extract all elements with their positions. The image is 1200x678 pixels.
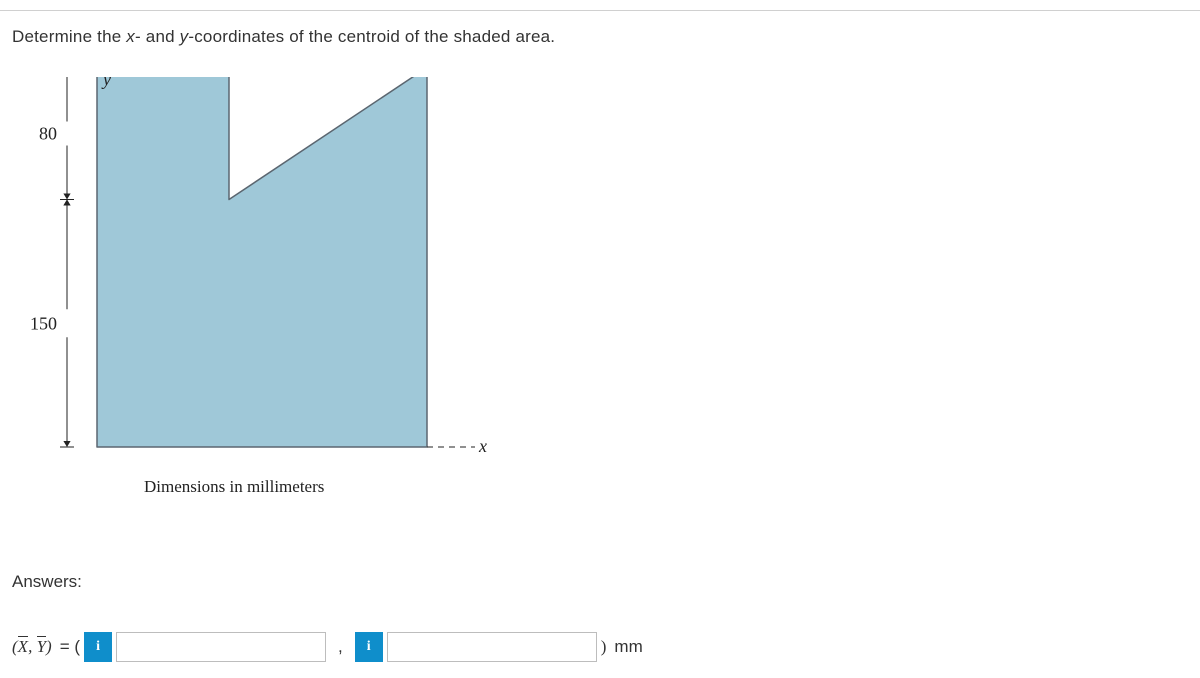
svg-text:80: 80 xyxy=(39,124,57,144)
unit-label: mm xyxy=(614,637,642,657)
separator-comma: , xyxy=(330,637,351,657)
question-text: Determine the x- and y-coordinates of th… xyxy=(12,27,1188,47)
y-coordinate-input[interactable] xyxy=(387,632,597,662)
answer-row: (X, Y) = ( i , i ) mm xyxy=(12,632,1188,662)
svg-text:150: 150 xyxy=(30,313,57,333)
info-icon[interactable]: i xyxy=(84,632,112,662)
svg-text:y: y xyxy=(101,77,111,89)
info-icon[interactable]: i xyxy=(355,632,383,662)
figure-svg: yx8012080150Dimensions in millimeters xyxy=(22,77,492,522)
equals-open: = ( xyxy=(60,637,80,657)
centroid-figure: yx8012080150Dimensions in millimeters xyxy=(22,77,1188,522)
answers-heading: Answers: xyxy=(12,572,1188,592)
x-coordinate-input[interactable] xyxy=(116,632,326,662)
close-paren: ) xyxy=(601,637,607,657)
svg-text:x: x xyxy=(478,436,487,456)
centroid-symbol: (X, Y) xyxy=(12,637,56,657)
svg-text:Dimensions in millimeters: Dimensions in millimeters xyxy=(144,477,324,496)
